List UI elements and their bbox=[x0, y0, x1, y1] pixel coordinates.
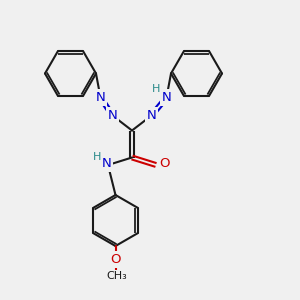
Text: N: N bbox=[96, 91, 105, 104]
Text: H: H bbox=[92, 152, 101, 162]
Text: H: H bbox=[152, 84, 160, 94]
Text: N: N bbox=[162, 91, 171, 104]
Text: N: N bbox=[108, 109, 117, 122]
Text: N: N bbox=[147, 109, 156, 122]
Text: N: N bbox=[102, 157, 111, 170]
Text: O: O bbox=[110, 253, 121, 266]
Text: O: O bbox=[160, 157, 170, 170]
Text: CH₃: CH₃ bbox=[106, 271, 128, 281]
